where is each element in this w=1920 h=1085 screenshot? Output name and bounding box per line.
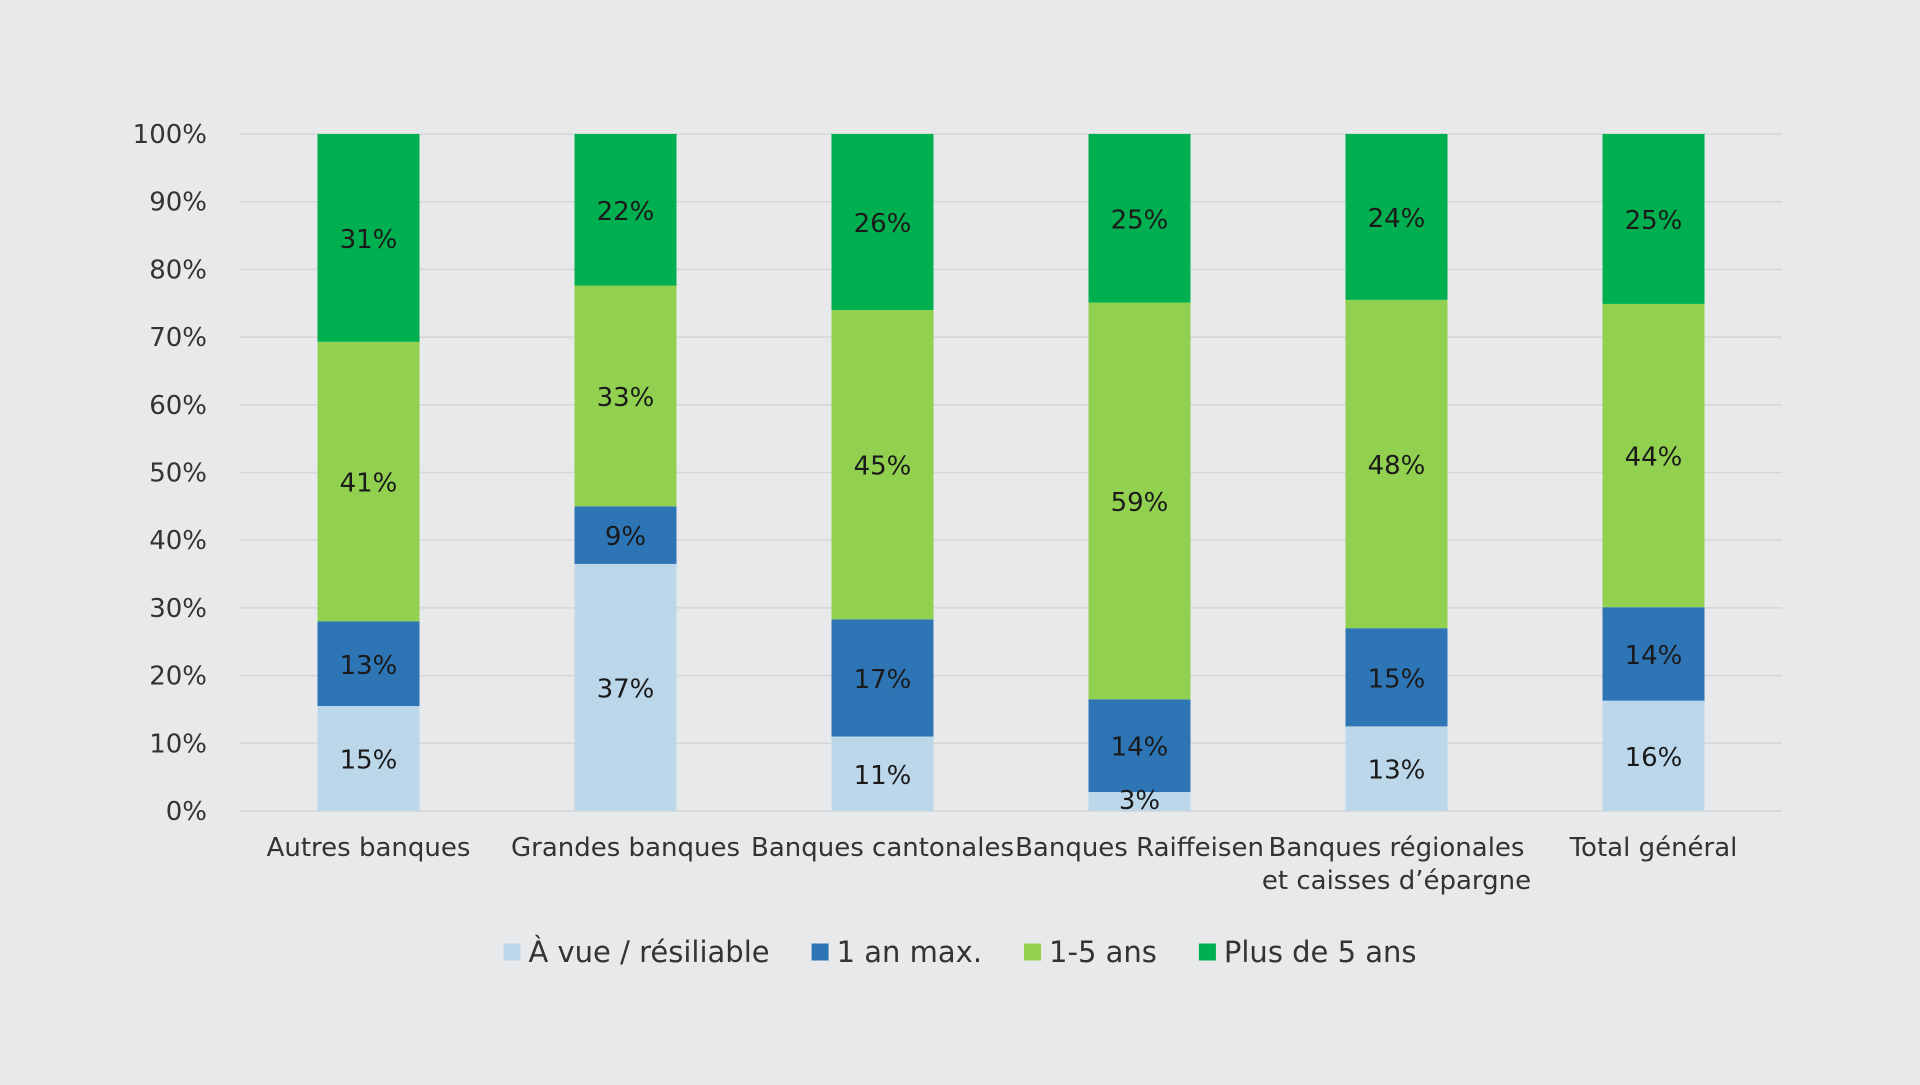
bar-segment [1345, 299, 1448, 629]
data-label: 13% [340, 651, 398, 681]
y-axis: 0% 10% 20% 30% 40% 50% 60% 70% 80% 90% 100% [133, 120, 207, 827]
bar-segment [831, 736, 934, 811]
legend-swatch [1024, 943, 1042, 961]
y-tick-label: 50% [149, 459, 207, 489]
bar-segment [574, 506, 677, 564]
y-tick-label: 60% [149, 391, 207, 421]
legend-swatch [1198, 943, 1216, 961]
data-label: 3% [1119, 786, 1160, 816]
data-label: 24% [1368, 204, 1426, 234]
data-label: 14% [1625, 641, 1683, 671]
y-tick-label: 100% [133, 120, 207, 150]
data-label: 26% [854, 209, 912, 239]
bar-segment [1088, 699, 1191, 793]
bar-segment [1602, 607, 1705, 701]
data-label: 17% [854, 665, 912, 695]
y-tick-label: 30% [149, 594, 207, 624]
category-label: et caisses d’épargne [1262, 866, 1531, 896]
bar-segment [1088, 302, 1191, 700]
legend: À vue / résiliable 1 an max. 1-5 ans Plus d… [503, 935, 1417, 969]
bar-segment [1602, 303, 1705, 608]
data-label: 31% [340, 225, 398, 255]
bar-segment [317, 341, 420, 622]
bar-segment [1345, 726, 1448, 811]
data-labels: 15% 13% 41% 31% 37% 9% 33% 22% 11% 17% 45% 26% 3% 14%… [340, 197, 1683, 816]
x-axis: Autres banques Grandes banques Banques can… [267, 833, 1738, 896]
legend-label: Plus de 5 ans [1224, 935, 1417, 969]
gridlines [240, 133, 1782, 812]
category-label: Banques régionales [1269, 833, 1525, 863]
data-label: 16% [1625, 743, 1683, 773]
bars [317, 134, 1705, 811]
y-tick-label: 40% [149, 526, 207, 556]
y-tick-label: 90% [149, 188, 207, 218]
data-label: 41% [340, 469, 398, 499]
data-label: 11% [854, 761, 912, 791]
bar-segment [574, 563, 677, 811]
data-label: 15% [1368, 664, 1426, 694]
legend-swatch [503, 943, 521, 961]
y-tick-label: 0% [166, 797, 207, 827]
legend-label: 1 an max. [837, 935, 982, 969]
category-label: Banques Raiffeisen [1015, 833, 1264, 863]
bar-segment [1088, 792, 1191, 811]
data-label: 37% [597, 674, 655, 704]
data-label: 44% [1625, 443, 1683, 473]
data-label: 14% [1111, 733, 1169, 763]
category-label: Grandes banques [511, 833, 740, 863]
legend-label: À vue / résiliable [528, 935, 769, 969]
data-label: 45% [854, 452, 912, 482]
bar-segment [1345, 134, 1448, 300]
bar-segment [1088, 134, 1191, 303]
y-tick-label: 10% [149, 729, 207, 759]
data-label: 9% [605, 522, 646, 552]
data-label: 13% [1368, 756, 1426, 786]
bar-segment [317, 134, 420, 342]
y-tick-label: 80% [149, 255, 207, 285]
bar-segment [831, 310, 934, 620]
bar-segment [831, 134, 934, 311]
y-tick-label: 20% [149, 662, 207, 692]
category-label: Autres banques [267, 833, 471, 863]
data-label: 22% [597, 197, 655, 227]
legend-label: 1-5 ans [1049, 935, 1157, 969]
data-label: 25% [1111, 205, 1169, 235]
category-label: Banques cantonales [751, 833, 1014, 863]
bar-segment [1602, 700, 1705, 811]
bar-segment [574, 285, 677, 507]
bar-segment [831, 619, 934, 737]
data-label: 25% [1625, 206, 1683, 236]
bar-segment [317, 621, 420, 707]
data-label: 33% [597, 383, 655, 413]
data-label: 59% [1111, 488, 1169, 518]
bar-segment [574, 134, 677, 286]
category-label: Total général [1569, 833, 1738, 863]
bar-segment [1345, 628, 1448, 727]
bar-segment [1602, 134, 1705, 304]
bar-segment [317, 706, 420, 811]
y-tick-label: 70% [149, 323, 207, 353]
legend-swatch [811, 943, 829, 961]
data-label: 48% [1368, 451, 1426, 481]
data-label: 15% [340, 746, 398, 776]
